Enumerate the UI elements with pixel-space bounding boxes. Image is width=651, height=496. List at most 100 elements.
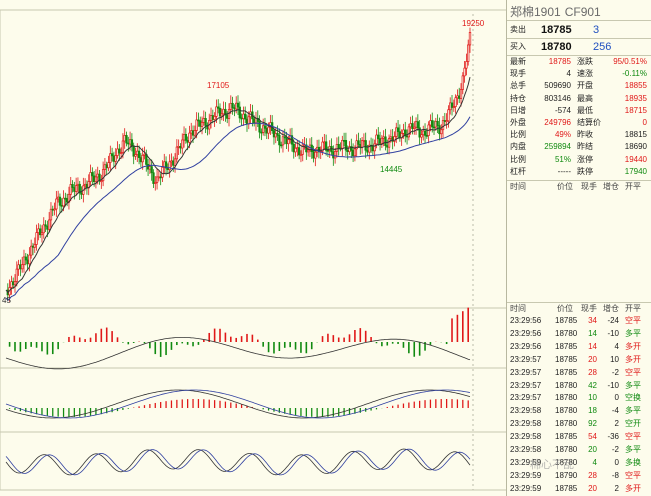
tick-row[interactable]: 23:29:57 18780 42 -10 多平 <box>507 381 651 391</box>
candle-body <box>263 125 267 129</box>
candle-body <box>373 143 376 152</box>
tick-change: 2 <box>614 419 619 429</box>
candle-body <box>434 120 437 128</box>
tick-change: -8 <box>611 470 619 480</box>
high-label: 19250 <box>462 19 485 28</box>
tick-row[interactable]: 23:29:57 18780 10 0 空换 <box>507 393 651 403</box>
tick-change: 0 <box>614 457 619 467</box>
candle-body <box>265 127 268 134</box>
macd-line <box>5 337 471 370</box>
candle-body <box>76 183 80 186</box>
tick-price: 18780 <box>555 419 578 429</box>
tick-row[interactable]: 23:29:58 18785 54 -36 空平 <box>507 432 651 442</box>
oscillator-line <box>5 448 471 476</box>
candle-body <box>253 118 256 124</box>
candle-body <box>51 208 54 211</box>
tick-row[interactable]: 23:29:59 18785 20 2 多开 <box>507 484 651 494</box>
tick-row[interactable]: 23:29:59 18780 4 0 多换 <box>507 458 651 468</box>
candle-body <box>366 149 369 153</box>
tick-volume: 14 <box>588 341 597 351</box>
tick-change: 2 <box>614 483 619 493</box>
candle-body <box>217 106 220 109</box>
tick-row[interactable]: 23:29:56 18785 34 -24 空平 <box>507 316 651 326</box>
tick-price: 18785 <box>555 483 578 493</box>
tick-time: 23:29:58 <box>510 432 542 442</box>
candle-body <box>452 106 455 108</box>
tick-row[interactable]: 23:29:58 18780 92 2 空开 <box>507 419 651 429</box>
candle-body <box>10 281 13 288</box>
tick-row[interactable]: 23:29:59 18790 28 -8 空平 <box>507 471 651 481</box>
candle-body <box>215 106 218 117</box>
candle-body <box>402 129 405 134</box>
tick-row[interactable]: 23:29:57 18785 28 -2 空平 <box>507 368 651 378</box>
candle-body <box>57 196 60 200</box>
tick-row[interactable]: 23:29:56 18785 14 4 多开 <box>507 342 651 352</box>
candle-body <box>436 120 439 126</box>
bid-row[interactable]: 买入 18780 256 <box>507 40 651 54</box>
candle-body <box>447 109 450 122</box>
tick-type: 空平 <box>625 367 641 377</box>
candle-body <box>375 134 378 145</box>
candle-body <box>71 184 74 188</box>
candle-body <box>74 185 78 192</box>
candle-body <box>254 117 258 124</box>
tick-row[interactable]: 23:29:58 18780 18 -4 多平 <box>507 406 651 416</box>
candle-body <box>396 127 400 133</box>
tick-price: 18790 <box>555 470 578 480</box>
candle-body <box>405 135 409 138</box>
tick-volume: 20 <box>588 445 597 454</box>
tick-row[interactable]: 23:29:56 18780 14 -10 多平 <box>507 329 651 339</box>
candle-body <box>306 149 310 153</box>
quote-value: 17940 <box>624 166 647 176</box>
ask-row[interactable]: 卖出 18785 3 <box>507 23 651 37</box>
tick-price: 18785 <box>555 354 578 364</box>
candle-body <box>222 108 225 115</box>
bid-price: 18780 <box>541 41 572 53</box>
candle-body <box>53 208 56 211</box>
candle-body <box>197 119 200 122</box>
tick-row[interactable]: 23:29:58 18780 20 -2 多平 <box>507 445 651 455</box>
candle-body <box>40 232 44 236</box>
tick-price: 18785 <box>555 316 578 325</box>
candle-body <box>128 139 132 145</box>
candle-body <box>46 225 49 230</box>
candle-body <box>166 167 170 170</box>
quote-label: 速涨 <box>577 69 593 79</box>
candle-body <box>195 119 198 131</box>
tick-time: 23:29:59 <box>510 470 542 480</box>
quote-value: 803146 <box>544 93 571 103</box>
candle-body <box>418 127 421 138</box>
divider <box>507 38 651 39</box>
col-change: 增仓 <box>603 304 619 313</box>
candle-body <box>49 208 53 221</box>
quote-label: 结算价 <box>577 118 601 127</box>
candle-body <box>209 115 213 121</box>
kline-chart-area[interactable]: 19250 17105 14445 45 <box>0 0 506 496</box>
candle-body <box>110 153 114 157</box>
quote-value: 18855 <box>624 81 647 91</box>
candle-body <box>12 281 15 286</box>
kline-chart[interactable]: 19250 17105 14445 45 <box>0 0 506 496</box>
candle-body <box>285 137 288 145</box>
candle-body <box>80 192 83 195</box>
candle-body <box>409 123 412 128</box>
candle-body <box>35 232 38 245</box>
tick-row[interactable]: 23:29:57 18785 20 10 多开 <box>507 355 651 365</box>
candle-body <box>398 131 402 139</box>
ask-price: 18785 <box>541 24 572 36</box>
quote-label: 开盘 <box>577 81 593 91</box>
quote-value: 509690 <box>544 81 571 91</box>
tick-time: 23:29:57 <box>510 354 542 364</box>
candle-body <box>182 133 186 141</box>
tick-price: 18780 <box>555 393 578 403</box>
candle-body <box>191 130 195 136</box>
ticks-header-top: 时间 价位 现手 增仓 开平 <box>507 182 651 192</box>
tick-time: 23:29:57 <box>510 367 542 377</box>
candle-body <box>431 120 434 128</box>
candle-body <box>287 139 290 145</box>
candle-body <box>105 164 108 169</box>
col-change: 增仓 <box>603 182 619 191</box>
candle-body <box>429 120 432 126</box>
tick-volume: 42 <box>588 380 597 390</box>
candle-body <box>242 113 245 119</box>
